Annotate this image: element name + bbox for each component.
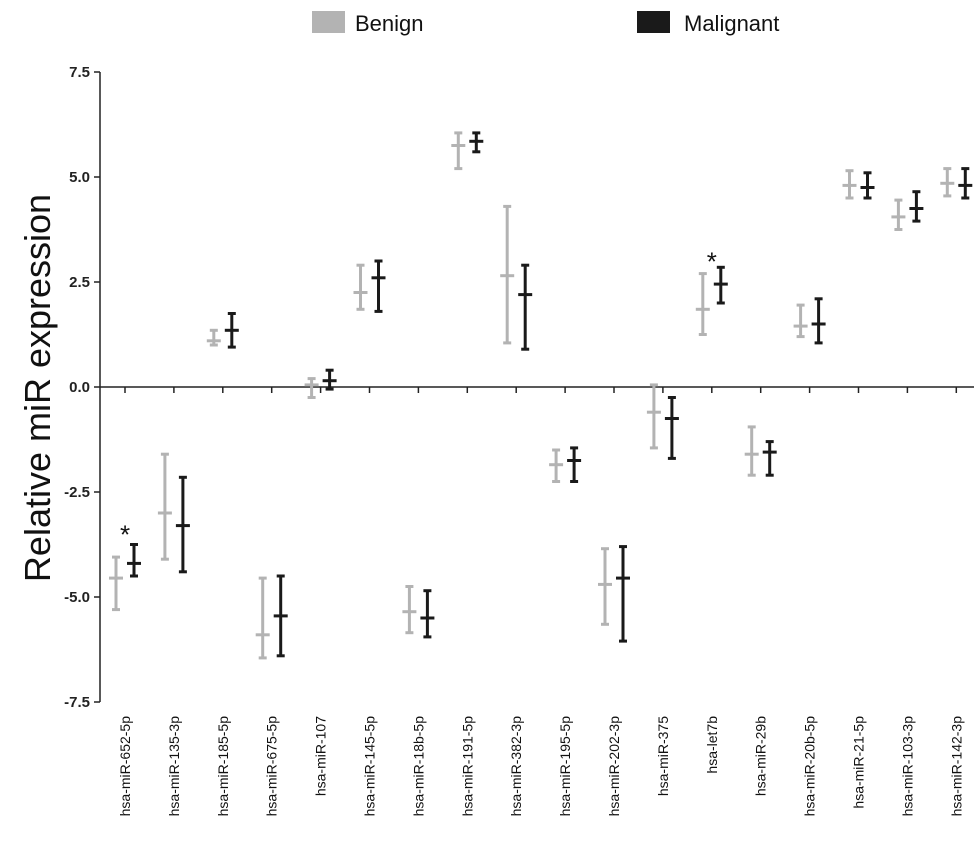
x-tick-label: hsa-miR-135-3p xyxy=(166,716,182,817)
error-bar-point xyxy=(322,368,337,391)
x-tick-label: hsa-miR-652-5p xyxy=(117,716,133,817)
significance-marker: * xyxy=(120,520,130,550)
error-bar-point xyxy=(175,475,190,574)
error-bar-point xyxy=(304,377,319,399)
legend-label-malignant: Malignant xyxy=(684,11,779,36)
error-bar-point xyxy=(842,169,857,200)
error-bar-point xyxy=(811,297,826,345)
error-bar-point xyxy=(664,396,679,460)
error-bar-point xyxy=(255,576,270,660)
y-tick-label: -7.5 xyxy=(64,694,90,711)
legend-swatch-benign xyxy=(312,11,345,33)
error-bar-point xyxy=(762,440,777,477)
error-bar-point xyxy=(793,303,808,339)
x-tick-label: hsa-miR-29b xyxy=(753,716,769,796)
x-tick-label: hsa-miR-18b-5p xyxy=(410,716,426,817)
chart-marks: ** xyxy=(109,131,973,660)
x-tick-label: hsa-miR-20b-5p xyxy=(802,716,818,817)
error-bar-point xyxy=(713,265,728,305)
x-tick-label: hsa-miR-195-5p xyxy=(557,716,573,817)
legend-swatch-malignant xyxy=(637,11,670,33)
legend: Benign Malignant xyxy=(312,11,779,36)
error-bar-point xyxy=(127,543,141,578)
error-bar-point xyxy=(744,425,759,477)
error-bar-point xyxy=(273,574,288,658)
y-tick-label: -2.5 xyxy=(64,484,90,501)
x-tick-label: hsa-let7b xyxy=(704,716,720,774)
error-bar-point xyxy=(549,448,564,483)
error-bar-point xyxy=(353,263,368,311)
error-bar-point xyxy=(518,263,533,351)
series-malignant xyxy=(127,131,973,658)
error-bar-point xyxy=(157,452,172,561)
error-bar-point xyxy=(451,131,466,171)
x-tick-label: hsa-miR-675-5p xyxy=(264,716,280,817)
series-benign xyxy=(109,131,955,660)
x-tick-label: hsa-miR-142-3p xyxy=(948,716,964,817)
x-tick-label: hsa-miR-185-5p xyxy=(215,716,231,817)
x-tick-label: hsa-miR-145-5p xyxy=(362,716,378,817)
x-tick-label: hsa-miR-191-5p xyxy=(459,716,475,817)
legend-label-benign: Benign xyxy=(355,11,424,36)
y-tick-label: 5.0 xyxy=(69,169,90,186)
x-tick-label: hsa-miR-103-3p xyxy=(899,716,915,817)
error-bar-point xyxy=(567,446,582,483)
significance-marker: * xyxy=(707,247,717,277)
axes: -7.5 -5.0 -2.5 0.0 2.5 5.0 7.5 hsa-miR-652-5p hs… xyxy=(64,64,974,816)
x-tick-label: hsa-miR-375 xyxy=(655,716,671,796)
error-bar-point xyxy=(371,259,386,313)
error-bar-point xyxy=(598,547,612,626)
x-tick-label: hsa-miR-382-3p xyxy=(508,716,524,817)
error-bar-point xyxy=(891,198,906,231)
x-tick-label: hsa-miR-21-5p xyxy=(851,716,867,809)
error-bar-point xyxy=(695,272,710,336)
error-bar-point xyxy=(860,171,875,200)
y-tick-label: 2.5 xyxy=(69,274,90,291)
y-axis-label: Relative miR expression xyxy=(17,194,58,582)
error-bar-point xyxy=(224,312,239,349)
error-bar-point xyxy=(500,204,515,345)
y-tick-label: 7.5 xyxy=(69,64,90,81)
error-bar-point xyxy=(402,585,417,635)
error-bar-point xyxy=(958,167,973,200)
x-tick-label: hsa-miR-202-3p xyxy=(606,716,622,817)
y-tick-label: -5.0 xyxy=(64,589,90,606)
error-bar-point xyxy=(469,131,484,154)
y-tick-label: 0.0 xyxy=(69,379,90,396)
error-bar-point xyxy=(420,589,435,639)
error-bar-point xyxy=(940,167,955,198)
x-tick-label: hsa-miR-107 xyxy=(313,716,329,796)
error-bar-point xyxy=(909,190,924,223)
error-bar-point xyxy=(646,383,661,450)
error-bar-point xyxy=(616,545,630,643)
error-bar-point xyxy=(206,328,221,347)
error-bar-point xyxy=(109,555,123,612)
